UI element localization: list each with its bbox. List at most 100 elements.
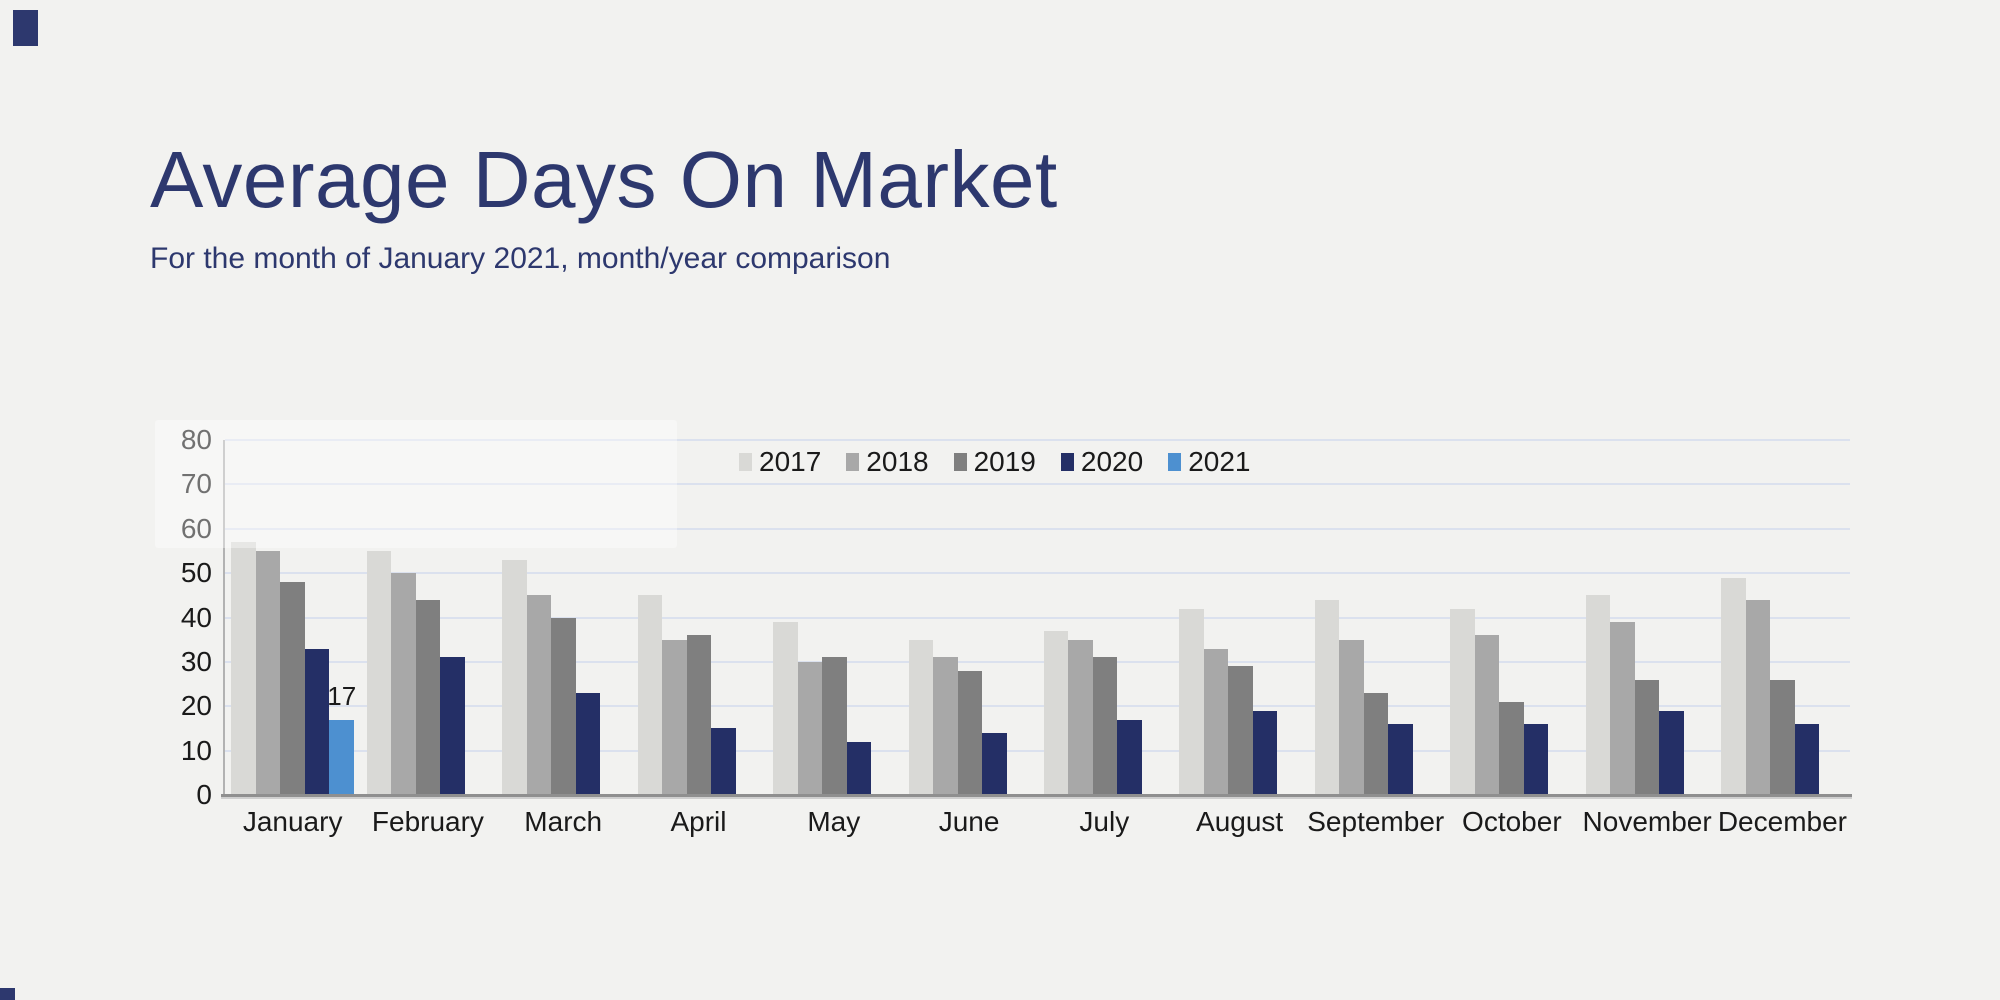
bar-slot-august-2019 [1228,440,1253,795]
legend-swatch-icon-2020 [1060,453,1074,471]
bar-september-2019 [1363,692,1389,795]
bar-slot-june-2018 [933,440,958,795]
bar-august-2019 [1228,666,1253,795]
bar-december-2018 [1745,599,1771,795]
gridline-50 [225,572,1850,575]
legend-label-2017: 2017 [759,446,822,477]
bar-slot-december-2021 [1819,440,1844,795]
bar-group-june [902,440,1037,795]
bar-slot-january-2017 [231,440,256,795]
bar-slot-may-2021 [871,440,896,795]
gridline-10 [225,749,1850,752]
bar-group-march [496,440,631,795]
bar-slot-october-2019 [1499,440,1524,795]
bar-october-2018 [1474,635,1500,795]
bar-group-april [631,440,766,795]
y-tick-label-0: 0 [196,779,212,810]
bar-august-2017 [1179,608,1204,795]
x-label-february: February [371,806,484,837]
bar-june-2017 [908,639,934,795]
bar-may-2017 [773,621,798,795]
bar-slot-december-2020 [1794,440,1820,795]
bar-slot-february-2018 [391,440,416,795]
bar-slot-july-2017 [1043,440,1069,795]
x-axis-line [221,794,1852,799]
bar-group-january: 17 [225,440,360,795]
y-tick-label-60: 60 [180,512,212,544]
bar-october-2019 [1499,701,1524,795]
bar-september-2017 [1314,599,1340,795]
bar-slot-march-2019 [551,440,576,795]
bar-slot-april-2019 [686,440,712,795]
bar-february-2019 [415,599,441,795]
bar-february-2017 [366,550,392,795]
y-tick-label-80: 80 [180,424,212,455]
y-tick-label-20: 20 [180,690,212,722]
bar-slot-may-2020 [846,440,872,795]
bar-group-may [767,440,902,795]
bar-slot-may-2019 [822,440,847,795]
bar-slot-september-2020 [1388,440,1413,795]
y-tick-label-30: 30 [180,645,212,677]
bar-slot-september-2018 [1339,440,1364,795]
bar-april-2017 [637,595,663,795]
data-label-january-2021: 17 [327,680,357,711]
bar-slot-october-2020 [1523,440,1549,795]
bar-april-2020 [711,728,736,795]
bar-slot-november-2020 [1659,440,1684,795]
bar-march-2018 [526,595,552,795]
legend-item-2018: 2018 [846,446,929,478]
y-tick-label-10: 10 [180,734,212,766]
bar-slot-january-2018 [255,440,281,795]
x-label-april: April [670,806,727,837]
bar-group-february [360,440,495,795]
bar-slot-november-2021 [1684,440,1709,795]
y-tick-label-50: 50 [180,557,212,589]
bar-slot-march-2021 [600,440,625,795]
x-label-september: September [1307,806,1445,837]
legend-label-2018: 2018 [866,446,929,477]
bar-slot-april-2021 [736,440,761,795]
bar-slot-september-2021 [1413,440,1438,795]
bar-slot-january-2021: 17 [327,440,356,795]
bar-november-2018 [1610,621,1635,795]
bar-slot-october-2017 [1450,440,1475,795]
bar-slot-december-2017 [1721,440,1746,795]
bar-group-october [1444,440,1579,795]
y-axis-line [223,440,225,795]
gridline-40 [225,616,1850,619]
bar-slot-january-2020 [304,440,330,795]
bar-may-2018 [797,661,823,795]
x-label-december: December [1717,806,1847,837]
bar-december-2020 [1794,724,1820,795]
bar-slot-february-2019 [415,440,441,795]
bar-slot-june-2020 [982,440,1007,795]
plot-area: 17 [221,439,1852,799]
bar-slot-april-2017 [637,440,663,795]
y-tick-label-40: 40 [180,601,212,633]
x-label-january: January [242,806,343,837]
bar-october-2020 [1523,724,1549,795]
bar-july-2017 [1043,630,1069,795]
bar-slot-december-2018 [1745,440,1771,795]
bar-october-2017 [1450,608,1475,795]
gridline-80 [225,439,1850,441]
bar-july-2018 [1068,639,1093,795]
legend-item-2017: 2017 [739,446,821,478]
chart-title: Average Days On Market [150,135,1058,224]
bar-slot-march-2020 [575,440,601,795]
bar-group-september [1308,440,1443,795]
bar-slot-july-2019 [1092,440,1118,795]
bar-slot-august-2020 [1252,440,1278,795]
bar-april-2019 [686,635,712,795]
bar-slot-february-2017 [366,440,392,795]
bar-slot-july-2021 [1142,440,1167,795]
bar-august-2020 [1252,710,1278,795]
bar-slot-november-2019 [1634,440,1660,795]
bar-september-2020 [1388,724,1413,795]
bar-slot-march-2017 [502,440,527,795]
bar-group-august [1173,440,1308,795]
bar-november-2017 [1585,595,1611,795]
bar-may-2019 [822,657,847,795]
bar-december-2017 [1721,577,1746,795]
